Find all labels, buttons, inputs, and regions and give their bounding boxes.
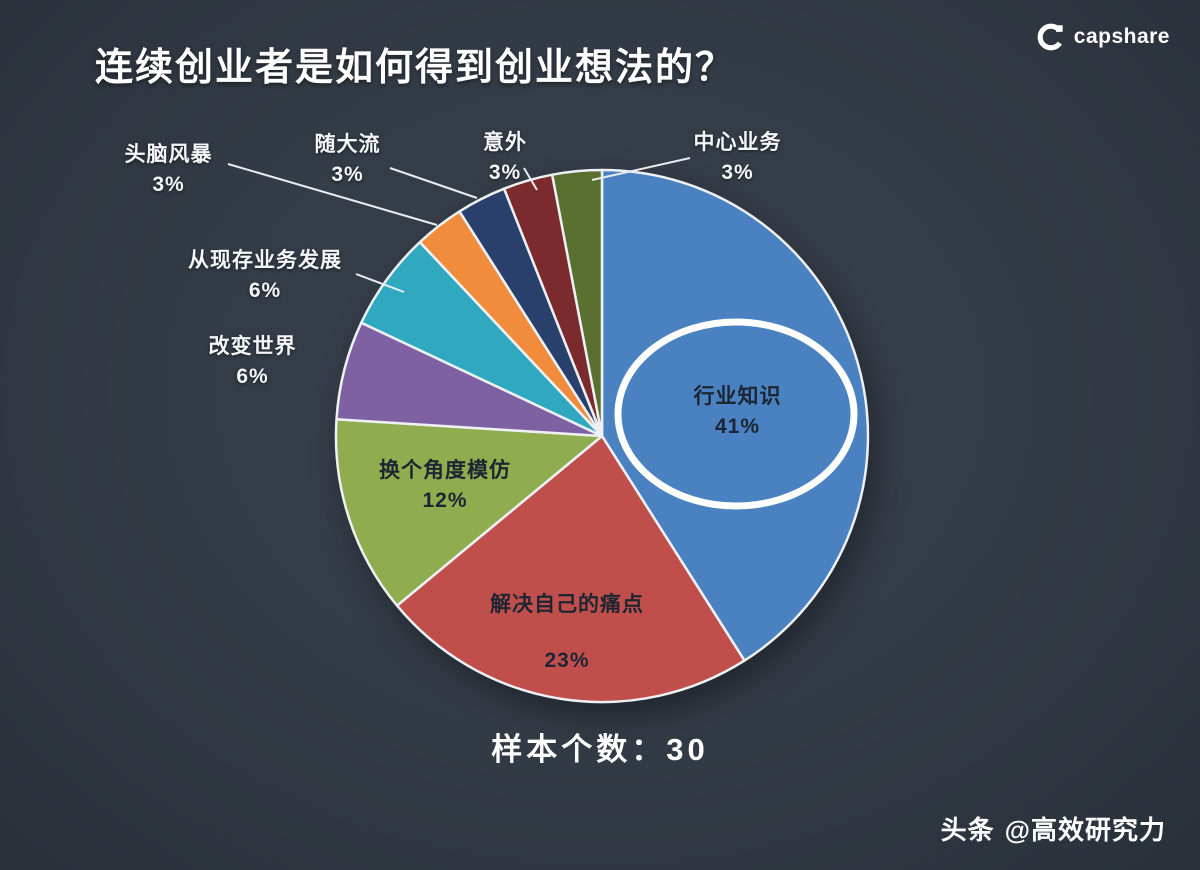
slice-label-industry-knowledge: 行业知识 41%	[645, 382, 830, 443]
pie-slice-1	[600, 168, 870, 662]
pie-slice-3	[334, 418, 604, 607]
leader-line-core-business	[591, 157, 691, 181]
slice-pct: 6%	[236, 365, 269, 389]
leader-line-follow-crowd	[389, 167, 478, 199]
credit-source: 头条	[940, 815, 995, 845]
slice-label-follow-crowd: 随大流 3%	[285, 130, 410, 191]
slice-label-core-business: 中心业务 3%	[670, 128, 805, 189]
slice-label-existing-business: 从现存业务发展 6%	[160, 246, 370, 307]
brand-name: capshare	[1073, 25, 1170, 48]
leader-line-existing-business	[355, 273, 405, 293]
sample-size-text: 样本个数：30	[491, 732, 709, 767]
credit-handle: @高效研究力	[1004, 815, 1166, 845]
page-title: 连续创业者是如何得到创业想法的？	[95, 47, 736, 89]
slice-name: 从现存业务发展	[188, 249, 342, 272]
pie-slice-2	[395, 434, 746, 704]
slice-label-change-world: 改变世界 6%	[180, 332, 325, 393]
highlight-ellipse	[614, 318, 858, 510]
credit: 头条 @高效研究力	[941, 810, 1166, 847]
slice-name: 换个角度模仿	[379, 459, 511, 482]
slice-name: 改变世界	[208, 335, 297, 358]
slice-pct: 3%	[152, 173, 185, 197]
slice-pct: 41%	[714, 415, 761, 439]
pie-slices	[334, 168, 870, 704]
slice-label-accident: 意外 3%	[455, 128, 555, 189]
leader-line-accident	[523, 167, 538, 191]
slice-name: 中心业务	[693, 131, 782, 154]
slice-pct: 3%	[721, 161, 754, 185]
capshare-icon	[1035, 22, 1065, 52]
slice-label-brainstorm: 头脑风暴 3%	[96, 140, 241, 201]
slice-pct: 6%	[248, 279, 282, 303]
pie-slice-9	[550, 168, 604, 438]
slice-name: 头脑风暴	[124, 143, 213, 166]
leader-line-brainstorm	[227, 163, 438, 226]
capshare-logo: capshare	[1035, 22, 1170, 52]
slice-name: 意外	[483, 131, 527, 154]
slice-pct: 3%	[331, 163, 364, 187]
slice-name: 随大流	[314, 133, 381, 156]
slice-name: 行业知识	[693, 385, 782, 408]
slice-label-pain-point: 解决自己的痛点 23%	[462, 590, 672, 677]
slice-label-imitate: 换个角度模仿 12%	[350, 456, 540, 517]
slice-pct: 3%	[488, 161, 522, 185]
slice-name: 解决自己的痛点	[490, 593, 644, 616]
slice-pct: 23%	[544, 649, 590, 673]
slice-pct: 12%	[422, 489, 468, 513]
